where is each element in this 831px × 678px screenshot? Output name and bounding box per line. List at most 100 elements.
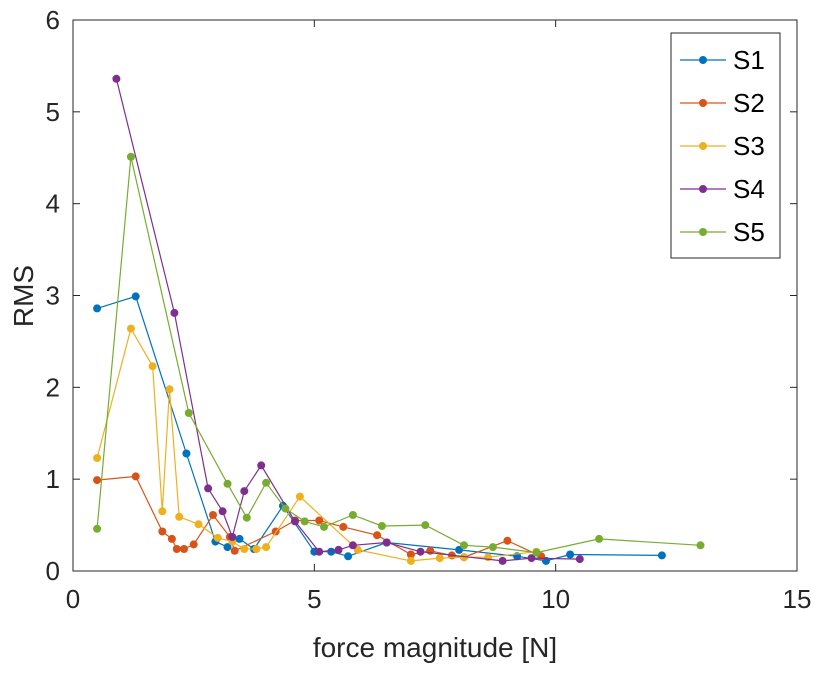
- data-point-s4-6: [257, 461, 266, 470]
- x-tick-label-2: 10: [541, 584, 570, 614]
- data-point-s3-9: [240, 545, 249, 553]
- legend-marker-s1: [699, 56, 707, 64]
- data-point-s3-11: [262, 543, 271, 552]
- data-point-s5-1: [126, 152, 135, 161]
- data-point-s1-1: [131, 292, 140, 301]
- legend-marker-s2: [699, 99, 707, 107]
- data-point-s1-10: [344, 552, 353, 561]
- data-point-s5-12: [460, 541, 468, 550]
- legend-marker-s4: [699, 185, 707, 193]
- data-point-s5-0: [93, 524, 102, 533]
- legend-entry-s3: S3: [680, 131, 765, 161]
- y-tick-label-2: 2: [46, 372, 60, 402]
- data-point-s4-12: [416, 547, 425, 556]
- data-point-s2-6: [189, 540, 198, 549]
- data-point-s5-15: [595, 534, 604, 543]
- data-point-s4-4: [228, 533, 237, 541]
- data-point-s4-3: [218, 507, 227, 516]
- data-point-s2-0: [93, 476, 102, 485]
- data-point-s4-5: [240, 487, 249, 496]
- data-point-s1-16: [657, 551, 666, 560]
- legend-marker-s5: [699, 228, 707, 236]
- data-point-s2-15: [406, 550, 415, 559]
- data-point-s1-4: [223, 543, 232, 552]
- data-point-s4-13: [498, 556, 507, 565]
- data-point-s2-7: [209, 511, 217, 519]
- data-point-s3-2: [148, 362, 157, 371]
- data-point-s2-19: [503, 536, 512, 545]
- x-tick-label-1: 5: [307, 584, 321, 614]
- data-point-s5-11: [421, 521, 430, 530]
- data-point-s3-1: [126, 324, 135, 333]
- legend-label-s4: S4: [733, 174, 765, 204]
- data-point-s5-9: [348, 511, 357, 519]
- legend-label-s5: S5: [733, 217, 765, 247]
- data-point-s5-10: [377, 522, 386, 530]
- data-point-s1-2: [182, 449, 191, 458]
- legend-entry-s1: S1: [680, 45, 765, 75]
- data-point-s2-12: [315, 516, 324, 525]
- data-point-s5-5: [262, 478, 271, 487]
- legend-entry-s5: S5: [680, 217, 765, 247]
- data-point-s2-13: [339, 522, 348, 531]
- data-point-s2-14: [373, 531, 382, 540]
- data-point-s3-5: [175, 512, 184, 521]
- legend-label-s1: S1: [733, 45, 765, 75]
- data-point-s1-15: [566, 550, 575, 559]
- data-point-s3-7: [213, 533, 222, 542]
- data-point-s4-14: [527, 554, 536, 563]
- x-tick-label-0: 0: [66, 584, 80, 614]
- data-point-s4-0: [112, 74, 121, 83]
- data-point-s1-0: [93, 304, 102, 313]
- data-point-s3-15: [435, 554, 444, 563]
- data-marks: [93, 74, 705, 565]
- data-point-s4-7: [291, 517, 299, 526]
- data-point-s4-11: [382, 538, 391, 547]
- y-tick-label-4: 4: [46, 189, 60, 219]
- data-point-s5-16: [696, 541, 705, 550]
- data-point-s3-10: [252, 545, 261, 553]
- data-point-s3-12: [295, 492, 304, 501]
- data-point-s4-10: [348, 541, 357, 550]
- data-point-s2-1: [131, 472, 140, 481]
- y-tick-label-3: 3: [46, 281, 60, 311]
- data-point-s5-6: [281, 504, 290, 513]
- data-point-s5-4: [242, 513, 251, 522]
- legend-entry-s4: S4: [680, 174, 765, 204]
- data-point-s3-16: [460, 553, 468, 562]
- data-point-s4-15: [575, 555, 584, 564]
- y-axis-label: RMS: [8, 265, 39, 327]
- data-point-s2-9: [230, 546, 239, 555]
- data-point-s5-13: [488, 543, 497, 552]
- x-tick-label-3: 15: [783, 584, 812, 614]
- data-point-s5-3: [223, 479, 232, 488]
- y-tick-label-5: 5: [46, 97, 60, 127]
- legend: S1 S2 S3 S4 S5: [670, 32, 781, 259]
- data-point-s1-9: [327, 547, 336, 556]
- data-point-s4-1: [170, 308, 179, 317]
- legend-label-s2: S2: [733, 88, 765, 118]
- data-point-s2-3: [167, 534, 176, 543]
- data-point-s5-7: [300, 517, 309, 526]
- data-point-s2-4: [172, 545, 181, 553]
- data-point-s5-8: [320, 522, 328, 531]
- axes: [72, 19, 798, 572]
- data-point-s3-4: [165, 385, 174, 394]
- data-point-s2-2: [158, 527, 167, 536]
- y-tick-label-1: 1: [46, 464, 60, 494]
- legend-entry-s2: S2: [680, 88, 765, 118]
- data-point-s3-6: [194, 520, 203, 529]
- y-tick-label-6: 6: [46, 5, 60, 35]
- series-line-s4: [115, 78, 580, 562]
- data-point-s3-3: [158, 507, 167, 516]
- data-point-s4-8: [315, 547, 324, 556]
- y-tick-label-0: 0: [46, 556, 60, 586]
- x-axis-label: force magnitude [N]: [313, 632, 557, 663]
- data-point-s4-9: [334, 545, 343, 554]
- series-s4: [112, 74, 584, 565]
- data-point-s3-0: [93, 454, 102, 462]
- data-point-s1-5: [235, 534, 244, 543]
- data-point-s5-14: [532, 548, 541, 557]
- data-point-s4-2: [204, 484, 213, 493]
